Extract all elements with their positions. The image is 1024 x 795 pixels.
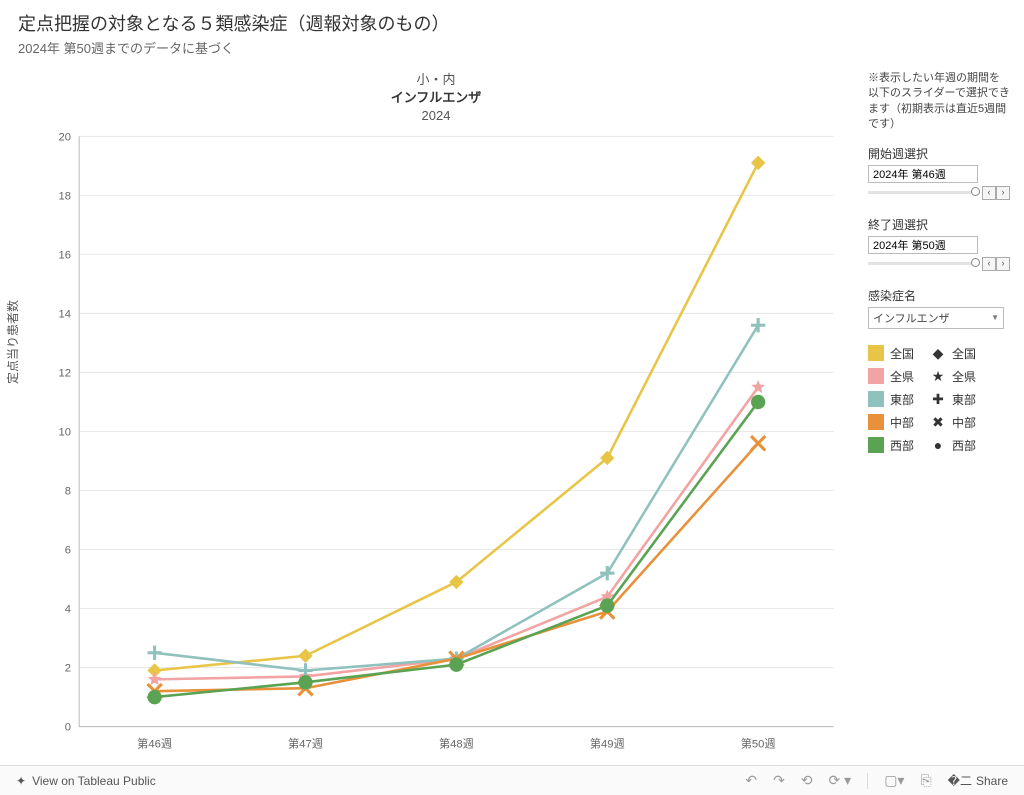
end-week-input[interactable] — [868, 236, 978, 254]
svg-text:第49週: 第49週 — [590, 736, 625, 750]
legend-swatch — [868, 345, 884, 361]
legend-swatch — [868, 391, 884, 407]
end-week-prev-button[interactable]: ‹ — [982, 257, 996, 271]
svg-text:4: 4 — [65, 603, 71, 615]
sidebar-note: ※表示したい年週の期間を以下のスライダーで選択できます（初期表示は直近5週間です… — [868, 71, 1010, 133]
legend-label: 中部 — [952, 414, 976, 431]
share-label: Share — [976, 774, 1008, 788]
start-week-input[interactable] — [868, 165, 978, 183]
legend-color-item[interactable]: 全国 — [868, 345, 914, 362]
legend: 全国全県東部中部西部 ◆ 全国 ★ 全県 ✚ 東部 ✖ 中部 ● 西部 — [868, 345, 1010, 454]
share-button[interactable]: �二 Share — [948, 772, 1008, 789]
chart-header-line3: 2024 — [18, 107, 854, 125]
download-icon[interactable]: ⎘ — [920, 772, 931, 789]
undo-icon[interactable]: ↶ — [745, 772, 757, 789]
legend-label: 西部 — [952, 437, 976, 454]
disease-select[interactable]: インフルエンザ ▼ — [868, 307, 1004, 329]
refresh-icon[interactable]: ⟳ ▾ — [829, 772, 852, 789]
legend-marker-glyph: ✖ — [930, 414, 946, 431]
end-week-slider[interactable] — [868, 262, 980, 265]
svg-text:20: 20 — [59, 131, 71, 143]
svg-text:2: 2 — [65, 662, 71, 674]
presentation-icon[interactable]: ▢▾ — [884, 772, 904, 789]
page-subtitle: 2024年 第50週までのデータに基づく — [18, 38, 1006, 57]
line-chart: 0 2 4 6 8 10 12 14 16 18 20 第46週 第47週 第48週 第49週 第50週 — [18, 126, 854, 765]
chart-header: 小・内 インフルエンザ 2024 — [18, 63, 854, 126]
disease-label: 感染症名 — [868, 287, 1010, 304]
y-axis-label: 定点当り患者数 — [4, 300, 21, 384]
legend-marker-glyph: ● — [930, 437, 946, 453]
legend-color-item[interactable]: 西部 — [868, 437, 914, 454]
chart-header-line1: 小・内 — [18, 71, 854, 89]
end-week-next-button[interactable]: › — [996, 257, 1010, 271]
legend-marker-item[interactable]: ✚ 東部 — [930, 391, 976, 408]
svg-text:14: 14 — [59, 308, 71, 320]
svg-text:12: 12 — [59, 367, 71, 379]
replay-icon[interactable]: ⟲ — [801, 772, 813, 789]
legend-label: 東部 — [890, 391, 914, 408]
legend-label: 全国 — [952, 345, 976, 362]
svg-text:第46週: 第46週 — [137, 736, 172, 750]
toolbar-separator — [867, 773, 868, 789]
svg-text:16: 16 — [59, 249, 71, 261]
legend-swatch — [868, 414, 884, 430]
legend-label: 東部 — [952, 391, 976, 408]
chart-header-line2: インフルエンザ — [18, 89, 854, 107]
view-on-tableau-label: View on Tableau Public — [32, 774, 156, 788]
disease-select-value: インフルエンザ — [873, 310, 950, 326]
share-icon: �二 — [948, 772, 972, 789]
legend-label: 全国 — [890, 345, 914, 362]
view-on-tableau-link[interactable]: ✦ View on Tableau Public — [16, 774, 156, 788]
svg-text:第47週: 第47週 — [288, 736, 323, 750]
legend-swatch — [868, 368, 884, 384]
legend-marker-glyph: ◆ — [930, 345, 946, 362]
legend-color-item[interactable]: 全県 — [868, 368, 914, 385]
legend-color-item[interactable]: 東部 — [868, 391, 914, 408]
svg-text:8: 8 — [65, 485, 71, 497]
legend-marker-glyph: ✚ — [930, 391, 946, 408]
legend-marker-item[interactable]: ● 西部 — [930, 437, 976, 454]
legend-marker-item[interactable]: ✖ 中部 — [930, 414, 976, 431]
legend-label: 中部 — [890, 414, 914, 431]
svg-text:0: 0 — [65, 721, 71, 733]
tableau-logo-icon: ✦ — [16, 774, 26, 788]
chevron-down-icon: ▼ — [991, 313, 999, 322]
legend-swatch — [868, 437, 884, 453]
redo-icon[interactable]: ↷ — [773, 772, 785, 789]
page-title: 定点把握の対象となる５類感染症（週報対象のもの） — [18, 10, 1006, 36]
legend-color-item[interactable]: 中部 — [868, 414, 914, 431]
svg-text:第48週: 第48週 — [439, 736, 474, 750]
start-week-slider[interactable] — [868, 191, 980, 194]
legend-marker-glyph: ★ — [930, 368, 946, 385]
start-week-next-button[interactable]: › — [996, 186, 1010, 200]
legend-marker-item[interactable]: ★ 全県 — [930, 368, 976, 385]
svg-text:6: 6 — [65, 544, 71, 556]
legend-marker-item[interactable]: ◆ 全国 — [930, 345, 976, 362]
legend-label: 全県 — [890, 368, 914, 385]
legend-label: 全県 — [952, 368, 976, 385]
start-week-label: 開始週選択 — [868, 145, 1010, 162]
legend-label: 西部 — [890, 437, 914, 454]
start-week-prev-button[interactable]: ‹ — [982, 186, 996, 200]
svg-text:第50週: 第50週 — [741, 736, 776, 750]
end-week-label: 終了週選択 — [868, 216, 1010, 233]
svg-text:18: 18 — [59, 190, 71, 202]
svg-text:10: 10 — [59, 426, 71, 438]
